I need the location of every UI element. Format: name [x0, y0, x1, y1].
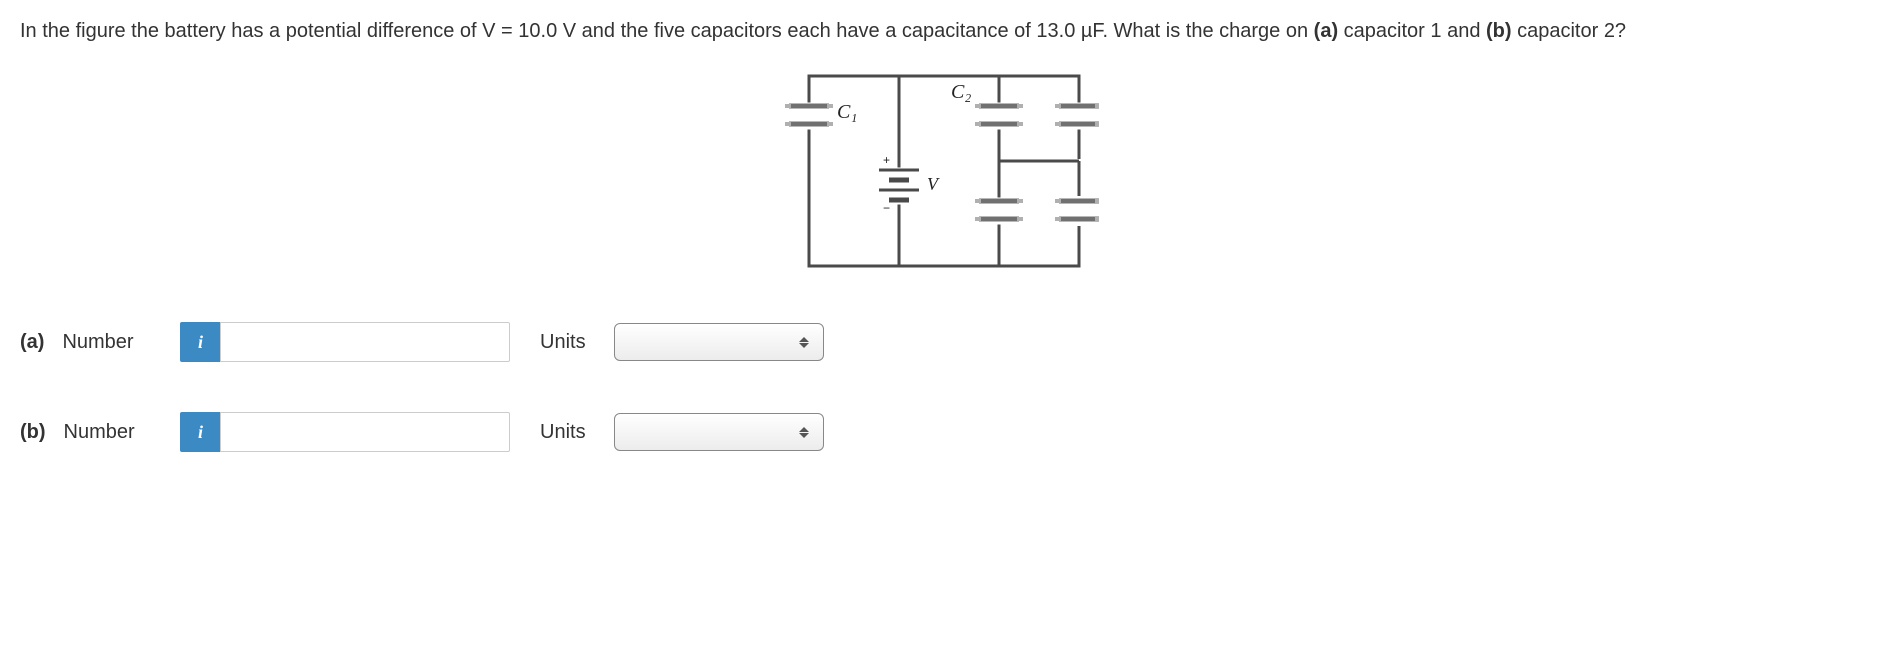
units-label-a: Units — [540, 331, 586, 354]
answer-a-input[interactable] — [220, 322, 510, 362]
label-v: V — [927, 174, 940, 194]
part-b-label: (b) — [20, 421, 46, 444]
units-select-a[interactable] — [614, 323, 824, 361]
select-arrows-icon — [799, 337, 809, 348]
answer-row-b: (b) Number i Units — [20, 412, 1858, 452]
q-part-b-bold: (b) — [1486, 20, 1512, 42]
capacitor-inner-bottom-icon — [975, 199, 1023, 221]
select-arrows-icon — [799, 427, 809, 438]
number-label-a: Number — [62, 331, 133, 354]
part-a-label: (a) — [20, 331, 44, 354]
label-c2: C₂ — [951, 81, 971, 103]
units-label-b: Units — [540, 421, 586, 444]
label-c1: C₁ — [837, 101, 857, 123]
info-icon[interactable]: i — [180, 412, 220, 452]
capacitor-c1-icon — [785, 104, 833, 126]
q-mid: and the five capacitors each have a capa… — [576, 20, 1036, 42]
q-after: . What is the charge on — [1102, 20, 1313, 42]
q-part-b-text: capacitor 2? — [1512, 20, 1627, 42]
answer-b-input[interactable] — [220, 412, 510, 452]
units-select-b[interactable] — [614, 413, 824, 451]
q-part-a-bold: (a) — [1314, 20, 1338, 42]
capacitor-c2-icon — [975, 104, 1023, 126]
capacitor-right-top-icon — [1055, 104, 1099, 126]
label-minus: − — [883, 201, 890, 215]
label-plus: + — [883, 153, 890, 167]
q-voltage: 10.0 V — [518, 20, 576, 42]
circuit-figure: C₁ C₂ V + − — [20, 66, 1858, 282]
answer-row-a: (a) Number i Units — [20, 322, 1858, 362]
q-pre: In the figure the battery has a potentia… — [20, 20, 518, 42]
info-icon[interactable]: i — [180, 322, 220, 362]
question-text: In the figure the battery has a potentia… — [20, 16, 1858, 46]
number-label-b: Number — [64, 421, 135, 444]
q-part-a-text: capacitor 1 and — [1338, 20, 1486, 42]
battery-icon — [879, 170, 919, 200]
q-cap: 13.0 µF — [1036, 20, 1102, 42]
circuit-svg: C₁ C₂ V + − — [779, 66, 1099, 276]
